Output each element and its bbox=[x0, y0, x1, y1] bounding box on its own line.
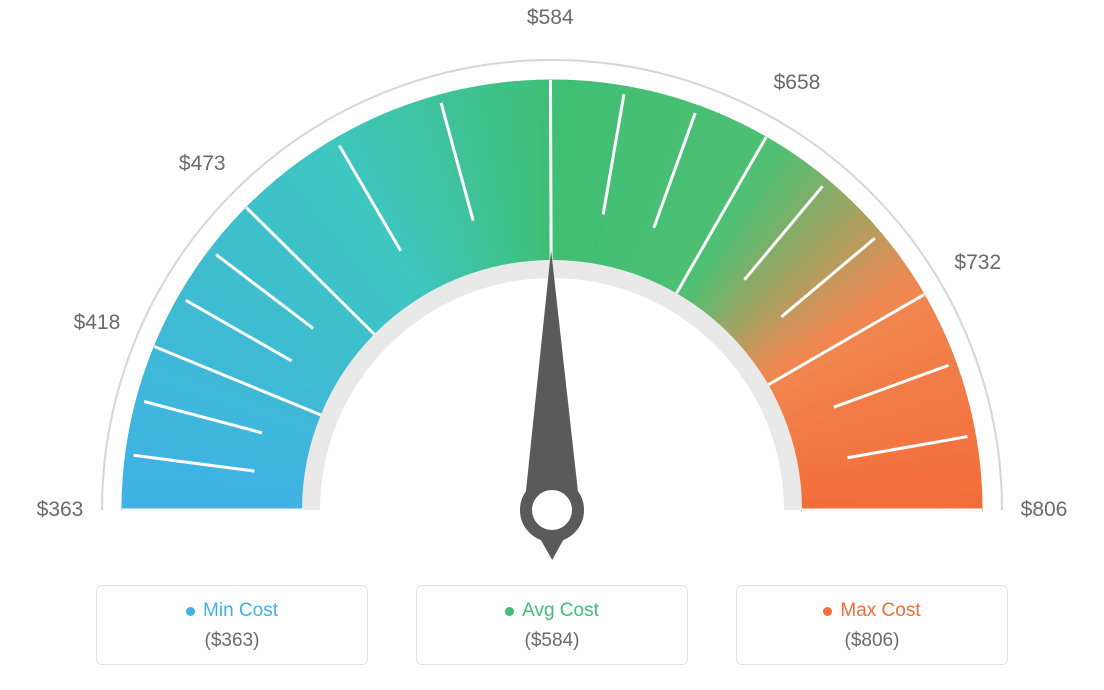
legend-label-max: Max Cost bbox=[840, 600, 920, 622]
legend-title-min: Min Cost bbox=[186, 600, 278, 622]
legend-row: Min Cost ($363) Avg Cost ($584) Max Cost… bbox=[0, 585, 1104, 665]
tick-label: $584 bbox=[527, 6, 574, 30]
legend-value-avg: ($584) bbox=[417, 630, 687, 652]
cost-gauge-chart: $363 $418 $473 $584 $658 $732 $806 Min Cost ($… bbox=[0, 0, 1104, 690]
legend-title-avg: Avg Cost bbox=[505, 600, 599, 622]
legend-title-max: Max Cost bbox=[823, 600, 920, 622]
gauge-svg bbox=[0, 0, 1104, 560]
legend-card-max: Max Cost ($806) bbox=[736, 585, 1008, 665]
legend-dot-max bbox=[823, 607, 832, 616]
legend-dot-avg bbox=[505, 607, 514, 616]
legend-dot-min bbox=[186, 607, 195, 616]
tick-label: $363 bbox=[37, 498, 84, 522]
tick-label: $732 bbox=[954, 251, 1001, 275]
legend-value-min: ($363) bbox=[97, 630, 367, 652]
legend-label-avg: Avg Cost bbox=[522, 600, 599, 622]
tick-label: $806 bbox=[1021, 498, 1068, 522]
tick-label: $473 bbox=[179, 152, 226, 176]
legend-label-min: Min Cost bbox=[203, 600, 278, 622]
gauge-area: $363 $418 $473 $584 $658 $732 $806 bbox=[0, 0, 1104, 560]
tick-label: $658 bbox=[774, 71, 821, 95]
legend-card-avg: Avg Cost ($584) bbox=[416, 585, 688, 665]
legend-card-min: Min Cost ($363) bbox=[96, 585, 368, 665]
tick-label: $418 bbox=[74, 311, 121, 335]
legend-value-max: ($806) bbox=[737, 630, 1007, 652]
